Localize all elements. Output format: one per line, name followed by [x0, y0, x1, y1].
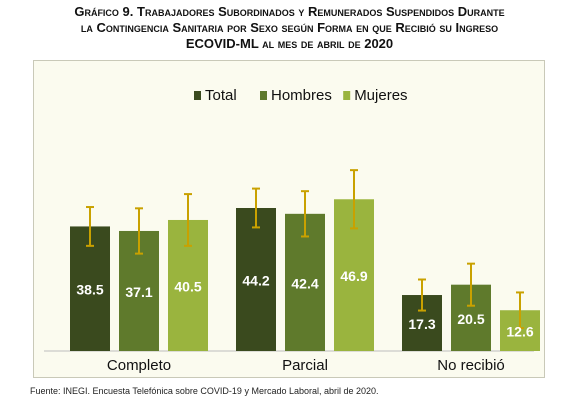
category-label-1: Completo [107, 357, 171, 374]
legend-swatch-2 [260, 91, 267, 100]
bar-2-1 [236, 208, 276, 351]
data-label-1-3: 40.5 [174, 278, 201, 294]
data-label-3-2: 20.5 [457, 311, 484, 327]
chart-title-line-3: ECOVID-ML al mes de abril de 2020 [185, 36, 394, 51]
legend-swatch-3 [343, 91, 351, 100]
chart-title-line-1: Gráfico 9. Trabajadores Subordinados y R… [74, 4, 505, 19]
legend-swatch-1 [194, 91, 201, 100]
data-label-3-1: 17.3 [408, 316, 435, 332]
legend-label-2: Hombres [271, 87, 332, 104]
legend-label-1: Total [205, 87, 237, 104]
data-label-2-2: 42.4 [291, 275, 318, 291]
legend-label-3: Mujeres [354, 87, 407, 104]
category-label-2: Parcial [282, 357, 328, 374]
data-label-2-3: 46.9 [340, 268, 367, 284]
bar-1-1 [70, 226, 110, 351]
data-label-2-1: 44.2 [242, 273, 269, 289]
chart-title-line-2: la Contingencia Sanitaria por Sexo según… [80, 20, 499, 35]
bar-chart: Total Hombres Mujeres 38.5 37.1 40.5 Completo 4… [44, 87, 540, 374]
data-label-1-1: 38.5 [76, 282, 103, 298]
data-label-1-2: 37.1 [125, 284, 152, 300]
category-label-3: No recibió [437, 357, 505, 374]
source-note: Fuente: INEGI. Encuesta Telefónica sobre… [30, 386, 379, 396]
chart-title: Gráfico 9. Trabajadores Subordinados y R… [0, 4, 579, 52]
data-label-3-3: 12.6 [506, 324, 533, 340]
chart-area: Total Hombres Mujeres 38.5 37.1 40.5 Completo 4… [33, 60, 545, 378]
